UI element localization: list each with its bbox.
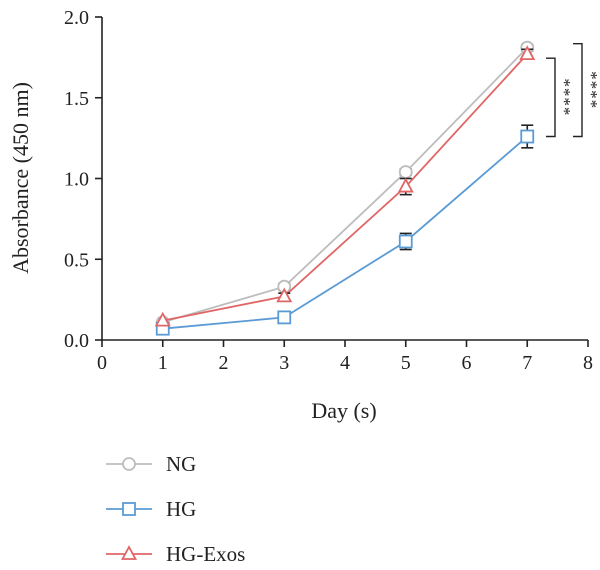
legend-label-hg-exos: HG-Exos: [166, 542, 245, 566]
x-tick-label: 7: [522, 352, 532, 374]
significance-bracket: [546, 57, 556, 138]
y-tick-label: 0.0: [64, 330, 89, 352]
x-tick-label: 2: [219, 352, 229, 374]
chart-ticks: 0 1 2 3 4 5 6 7 8 0.0 0.5 1.0 1.5 2.0: [64, 7, 593, 374]
x-tick-label: 3: [279, 352, 289, 374]
x-tick-label: 5: [401, 352, 411, 374]
legend-label-ng: NG: [166, 452, 196, 476]
x-tick-label: 6: [462, 352, 472, 374]
y-tick-label: 1.5: [64, 88, 89, 110]
series-line-hg: [162, 135, 528, 330]
x-tick-label: 1: [158, 352, 168, 374]
y-tick-label: 1.0: [64, 169, 89, 191]
legend-label-hg: HG: [166, 497, 196, 521]
legend-marker-hg: [122, 502, 136, 516]
legend-item-ng: NG: [106, 452, 196, 476]
data-point-hg: [277, 310, 292, 325]
data-point-hg: [520, 129, 535, 144]
legend-item-hg: HG: [106, 497, 196, 521]
y-tick-label: 2.0: [64, 7, 89, 29]
significance-bracket: [573, 42, 583, 138]
series-line-ng: [162, 47, 528, 324]
x-axis-title: Day (s): [311, 398, 376, 423]
data-point-hg-exos: [154, 311, 171, 327]
chart-annotations: **** ****: [546, 42, 600, 138]
significance-label: ****: [555, 78, 574, 116]
series-line-hg-exos: [162, 53, 528, 322]
x-tick-label: 8: [583, 352, 593, 374]
y-tick-label: 0.5: [64, 249, 89, 271]
legend-marker-ng: [122, 457, 136, 471]
legend-item-hg-exos: HG-Exos: [106, 542, 245, 566]
x-tick-label: 4: [340, 352, 350, 374]
data-point-hg: [398, 234, 413, 249]
x-tick-label: 0: [97, 352, 107, 374]
data-point-hg-exos: [397, 177, 414, 193]
chart-legend: NG HG HG-Exos: [106, 452, 245, 566]
chart-series: [154, 40, 536, 336]
data-point-hg-exos: [519, 45, 536, 61]
series-ng: [155, 40, 535, 330]
data-point-ng: [398, 165, 413, 179]
significance-label: ****: [582, 71, 600, 109]
chart-axes: [101, 17, 588, 341]
data-point-hg-exos: [276, 287, 293, 303]
series-hg-exos: [154, 45, 536, 327]
y-axis-title: Absorbance (450 nm): [8, 82, 33, 274]
legend-marker-hg-exos: [120, 545, 138, 560]
